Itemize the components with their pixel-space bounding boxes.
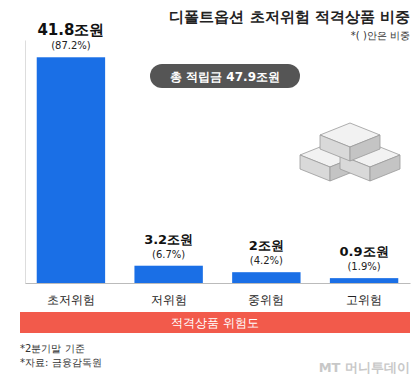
x-tick: 중위험 — [248, 283, 284, 307]
icon-side — [350, 135, 380, 161]
x-tick: 고위험 — [346, 283, 382, 307]
bar — [232, 272, 300, 283]
share-label: (4.2%) — [250, 255, 283, 266]
share-label: (6.7%) — [152, 249, 185, 260]
share-label: (87.2%) — [51, 40, 91, 51]
value-label: 41.8조원 — [37, 21, 104, 39]
y-axis-line — [25, 41, 26, 284]
chart: 디폴트옵션 초저위험 적격상품 비중 *( )안은 비중초저위험 저위험 중위험 고위험… — [0, 0, 420, 384]
bar — [330, 278, 398, 283]
x-tick-label: 초저위험 — [47, 293, 95, 307]
bars — [37, 57, 399, 283]
subtitle: *( )안은 비중 — [351, 30, 410, 41]
watermark: MT 머니투데이 — [319, 360, 410, 375]
money-icon — [300, 123, 400, 181]
x-tick: 초저위험 — [47, 283, 95, 307]
x-tick: 저위험 — [151, 283, 187, 307]
note: *자료: 금융감독원 — [20, 357, 102, 368]
x-tick-label: 중위험 — [248, 293, 284, 307]
y-axis — [25, 41, 26, 284]
value-label: 0.9조원 — [340, 244, 389, 259]
value-label: 3.2조원 — [144, 232, 193, 247]
data-labels: 41.8조원(87.2%) 3.2조원 (6.7%) 2조원 (4.2%) 0.9조원 (1… — [37, 21, 388, 272]
x-axis: 초저위험 저위험 중위험 고위험 — [26, 283, 411, 307]
note: *2분기말 기준 — [20, 343, 85, 354]
icon-side — [370, 155, 400, 181]
x-axis-title: 적격상품 위험도 — [171, 316, 259, 330]
title: 디폴트옵션 초저위험 적격상품 비중 — [169, 8, 410, 26]
bar — [134, 266, 202, 283]
x-axis-line — [26, 283, 411, 284]
annotation: 총 적립금 47.9조원 — [170, 70, 280, 84]
share-label: (1.9%) — [347, 261, 380, 272]
x-tick-label: 저위험 — [151, 293, 187, 307]
bar — [37, 57, 105, 283]
icon-side — [320, 135, 350, 161]
xlabel-band — [20, 312, 410, 333]
badge — [150, 64, 300, 88]
x-tick-label: 고위험 — [346, 293, 382, 307]
icon-side — [300, 155, 330, 181]
value-label: 2조원 — [249, 238, 284, 253]
